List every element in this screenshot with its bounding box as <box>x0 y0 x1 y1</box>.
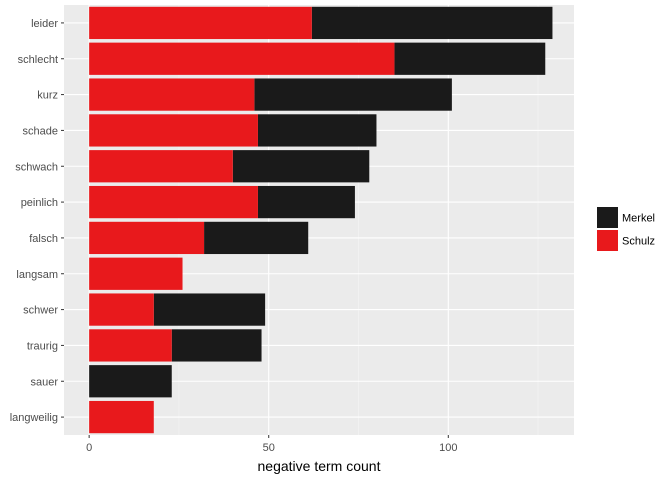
bar-merkel <box>311 6 553 40</box>
legend: Merkel Schulz <box>597 207 655 251</box>
bar-merkel <box>257 114 377 147</box>
bar-merkel <box>254 78 452 111</box>
bar-merkel <box>232 150 370 183</box>
y-tick-label: leider <box>31 18 58 30</box>
y-tick-label: langsam <box>16 269 58 281</box>
y-tick-label: schwach <box>15 161 58 173</box>
y-tick-label: kurz <box>37 90 58 102</box>
bar-merkel <box>394 42 546 75</box>
y-tick-label: falsch <box>29 233 58 245</box>
bar-schulz <box>89 185 258 219</box>
legend-label: Merkel <box>622 213 655 225</box>
bar-schulz <box>89 114 258 147</box>
bar-schulz <box>89 293 154 326</box>
bar-schulz <box>89 221 205 255</box>
legend-key-merkel <box>597 207 618 228</box>
bars <box>89 6 553 434</box>
bar-schulz <box>89 6 312 40</box>
y-tick-label: schlecht <box>18 54 58 66</box>
x-tick-label: 100 <box>439 442 457 454</box>
y-tick-label: schade <box>23 125 58 137</box>
bar-schulz <box>89 42 395 75</box>
bar-schulz <box>89 150 233 183</box>
bar-schulz <box>89 257 183 290</box>
y-tick-label: traurig <box>27 340 58 352</box>
y-tick-label: peinlich <box>21 197 58 209</box>
bar-schulz <box>89 78 255 111</box>
bar-merkel <box>153 293 266 326</box>
y-tick-label: schwer <box>23 305 58 317</box>
legend-key-schulz <box>597 230 618 251</box>
x-tick-label: 0 <box>86 442 92 454</box>
bar-merkel <box>257 185 355 219</box>
x-axis: 0 50 100 <box>86 435 457 454</box>
bar-schulz <box>89 400 154 434</box>
bar-merkel <box>89 365 172 398</box>
bar-merkel <box>204 221 309 255</box>
x-axis-title: negative term count <box>258 458 381 474</box>
bar-merkel <box>171 329 262 362</box>
y-tick-label: langweilig <box>10 412 58 424</box>
y-tick-label: sauer <box>30 376 58 388</box>
bar-schulz <box>89 329 172 362</box>
plot-panel <box>64 5 574 435</box>
y-axis: leider schlecht kurz schade schwach peinlich f… <box>10 18 64 424</box>
legend-label: Schulz <box>622 236 655 248</box>
x-tick-label: 50 <box>263 442 275 454</box>
